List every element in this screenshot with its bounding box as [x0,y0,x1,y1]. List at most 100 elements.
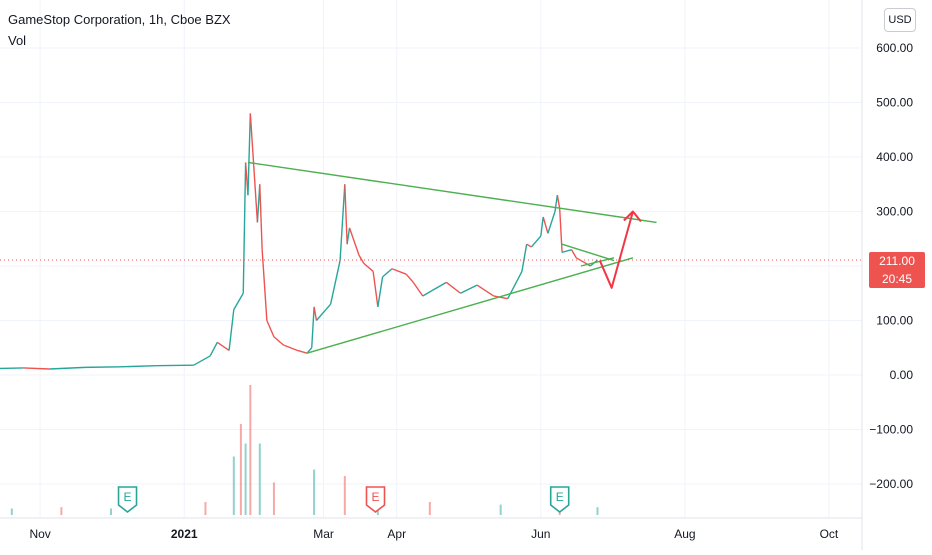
price-segment [216,341,230,352]
volume-study-label[interactable]: Vol [8,33,27,48]
y-tick-label: 400.00 [876,150,913,164]
y-tick-label: 300.00 [876,205,913,219]
price-segment [273,336,284,346]
price-segment [391,268,407,275]
x-tick-label: Nov [29,527,50,541]
trendline [306,257,634,354]
price-segment [193,355,211,366]
price-segment [445,281,461,294]
price-segment [570,249,577,259]
price-segment [346,227,351,245]
price-segment [476,284,494,297]
price-segment [249,113,259,223]
price-segment [329,260,341,305]
price-segment [554,195,559,212]
price-segment [259,184,263,250]
price-segment [412,281,424,297]
y-tick-label: 0.00 [890,368,914,382]
currency-button[interactable]: USD [884,8,916,32]
price-segment [405,273,414,283]
price-segment [228,309,235,351]
earnings-marker [549,486,570,514]
price-segment [209,341,218,357]
price-segment [372,271,379,307]
price-segment [242,162,247,294]
price-segment [507,271,523,300]
volume-bar [343,476,346,515]
earnings-marker [117,486,138,514]
price-segment [422,289,433,297]
volume-bar [232,456,235,515]
last-price-label: 211.00 [869,252,925,270]
price-segment [431,281,447,292]
volume-bar [239,424,242,515]
price-segment [315,309,327,321]
price-segment [363,262,374,272]
price-segment [382,268,393,278]
y-tick-label: −100.00 [869,423,913,437]
price-segment [313,306,318,321]
x-tick-label: Apr [387,527,406,541]
earnings-marker [365,486,386,514]
price-segment [261,249,268,321]
price-segment [460,284,478,294]
price-segment [526,243,532,248]
volume-bar [596,507,599,515]
volume-bar [109,508,112,515]
x-tick-label: Mar [313,527,334,541]
price-segment [266,320,275,338]
trendline [561,243,615,262]
volume-bar [60,507,63,515]
volume-bar [244,443,247,515]
x-tick-label: Aug [674,527,695,541]
chart-legend: GameStop Corporation, 1h, Cboe BZX Vol [8,9,231,51]
projection-arrowhead [623,210,642,223]
price-segment [23,367,50,370]
y-tick-label: 500.00 [876,96,913,110]
earnings-marker-label: E [124,490,132,504]
price-segment [542,216,549,234]
volume-bar [10,508,13,515]
price-segment [233,292,244,310]
price-segment [247,113,252,196]
trendline [247,161,657,224]
price-segment [283,344,298,352]
trendline [580,257,615,267]
price-segment [120,365,156,368]
price-segment [348,227,360,256]
price-segment [358,254,365,264]
price-segment [155,364,194,367]
volume-bar [249,385,252,515]
price-segment [0,367,24,370]
bar-countdown-label: 20:45 [869,270,925,288]
y-tick-label: 100.00 [876,314,913,328]
price-segment [561,248,572,254]
volume-bar [258,443,261,515]
volume-bar [272,482,275,515]
x-tick-label: Oct [820,527,839,541]
price-segment [493,295,508,300]
earnings-marker-label: E [371,490,379,504]
price-segment [85,366,121,369]
price-segment [339,184,346,261]
price-segment [580,259,591,267]
price-segment [547,211,556,234]
y-tick-label: 600.00 [876,41,913,55]
price-segment [325,303,332,311]
price-segment [297,349,308,354]
symbol-title[interactable]: GameStop Corporation, 1h, Cboe BZX [8,12,231,27]
price-segment [540,216,544,237]
x-tick-label: 2021 [171,527,198,541]
price-segment [311,306,315,348]
volume-bar [204,502,207,515]
price-segment [49,366,86,370]
price-segment [556,195,561,209]
price-segment [377,276,384,307]
earnings-marker-label: E [556,490,564,504]
price-segment [521,244,528,272]
x-tick-label: Jun [531,527,550,541]
volume-bar [428,502,431,515]
volume-bar [499,504,502,515]
